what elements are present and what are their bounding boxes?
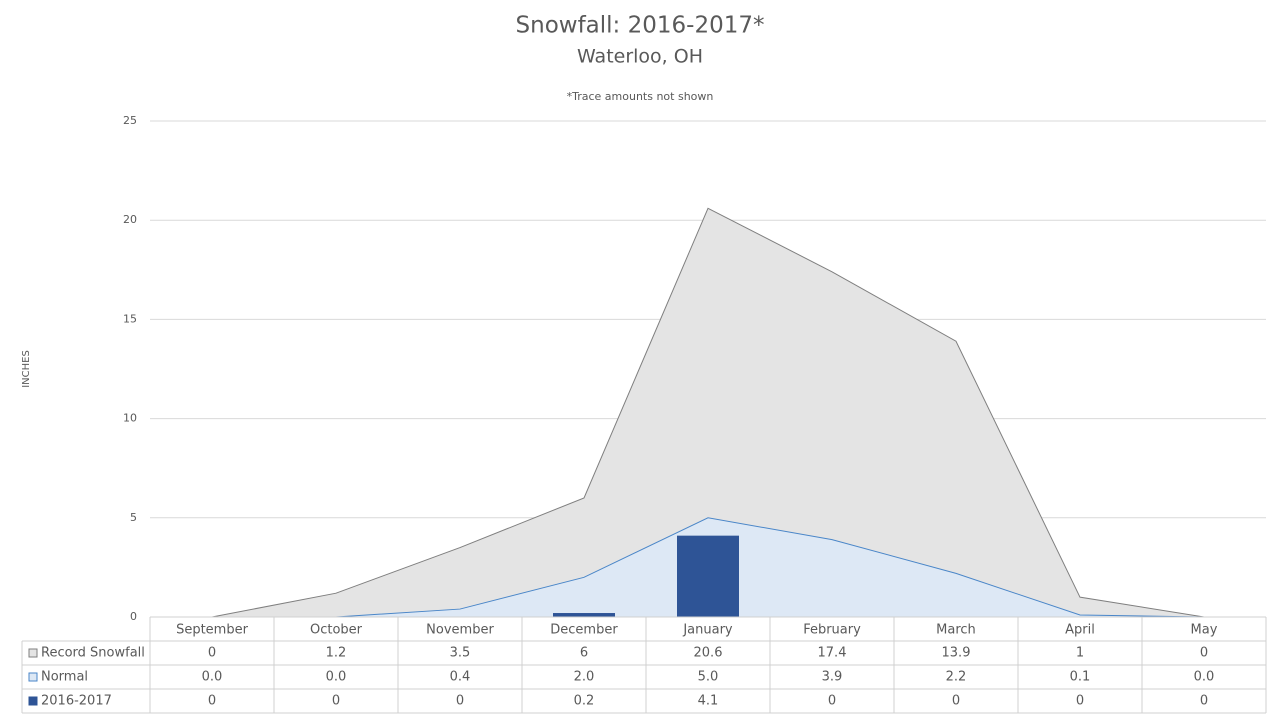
data-label: 3.9 xyxy=(822,670,843,685)
data-label: 2.2 xyxy=(946,670,967,685)
data-label: 0 xyxy=(1076,694,1084,709)
data-label: 0 xyxy=(332,694,340,709)
data-label: 3.5 xyxy=(450,646,471,661)
data-label: 5.0 xyxy=(698,670,719,685)
data-label: 0 xyxy=(1200,646,1208,661)
x-tick-label: October xyxy=(310,623,363,638)
data-label: 0 xyxy=(1200,694,1208,709)
x-tick-label: April xyxy=(1065,623,1095,638)
x-tick-label: May xyxy=(1191,623,1218,638)
data-label: 13.9 xyxy=(942,646,971,661)
data-label: 0 xyxy=(952,694,960,709)
y-tick-label: 20 xyxy=(123,213,137,226)
chart-note: *Trace amounts not shown xyxy=(567,90,714,103)
y-tick-label: 25 xyxy=(123,114,137,127)
x-tick-label: November xyxy=(426,623,494,638)
chart-title: Snowfall: 2016-2017* xyxy=(516,13,765,39)
data-label: 1.2 xyxy=(326,646,347,661)
x-tick-label: March xyxy=(936,623,976,638)
y-tick-label: 5 xyxy=(130,511,137,524)
data-label: 0 xyxy=(208,694,216,709)
y-axis-label: INCHES xyxy=(21,350,32,388)
area-line xyxy=(212,517,1205,618)
legend-key xyxy=(28,648,38,658)
x-tick-label: September xyxy=(176,623,249,638)
data-label: 20.6 xyxy=(694,646,723,661)
legend-key xyxy=(28,696,38,706)
x-tick-label: February xyxy=(803,623,861,638)
data-label: 0 xyxy=(828,694,836,709)
data-label: 0.1 xyxy=(1070,670,1091,685)
y-tick-label: 10 xyxy=(123,412,137,425)
area-line xyxy=(211,207,1205,618)
legend-label: Record Snowfall xyxy=(41,646,145,661)
bar xyxy=(553,613,615,617)
y-tick-label: 15 xyxy=(123,312,137,325)
data-label: 0.4 xyxy=(450,670,471,685)
legend-label: Normal xyxy=(41,670,88,685)
legend-key xyxy=(28,672,38,682)
data-label: 0.0 xyxy=(1194,670,1215,685)
data-label: 0 xyxy=(208,646,216,661)
bar xyxy=(677,535,739,617)
x-tick-label: December xyxy=(550,623,618,638)
data-label: 4.1 xyxy=(698,694,719,709)
legend-label: 2016-2017 xyxy=(41,694,112,709)
data-label: 2.0 xyxy=(574,670,595,685)
data-label: 1 xyxy=(1076,646,1084,661)
data-label: 0.0 xyxy=(326,670,347,685)
data-label: 0.2 xyxy=(574,694,595,709)
x-tick-label: January xyxy=(682,623,733,638)
data-label: 6 xyxy=(580,646,588,661)
area xyxy=(212,208,1204,617)
data-label: 17.4 xyxy=(818,646,847,661)
data-label: 0 xyxy=(456,694,464,709)
y-tick-label: 0 xyxy=(130,610,137,623)
data-label: 0.0 xyxy=(202,670,223,685)
chart-subtitle: Waterloo, OH xyxy=(577,46,703,68)
